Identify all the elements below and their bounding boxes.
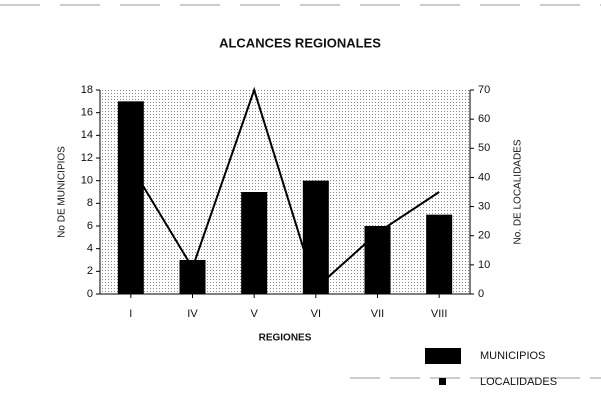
legend-swatch xyxy=(425,348,461,364)
y-tick-label: 0 xyxy=(87,288,93,300)
x-tick-label: VI xyxy=(311,308,321,320)
y2-tick-label: 40 xyxy=(478,171,490,183)
bar xyxy=(364,226,391,294)
y2-tick-label: 60 xyxy=(478,113,490,125)
bar xyxy=(302,180,329,294)
x-tick-label: VIII xyxy=(431,308,448,320)
line xyxy=(129,86,440,290)
y-tick-label: 12 xyxy=(81,152,93,164)
y2-tick-label: 30 xyxy=(478,200,490,212)
y-tick-label: 6 xyxy=(87,220,93,232)
y-tick-label: 16 xyxy=(81,107,93,119)
y-tick-label: 14 xyxy=(81,129,93,141)
x-axis-title: REGIONES xyxy=(259,333,312,344)
x-tick-label: I xyxy=(129,308,132,320)
chart-title: ALCANCES REGIONALES xyxy=(219,35,381,50)
y-tick-label: 10 xyxy=(81,175,93,187)
bar xyxy=(241,192,268,294)
bar xyxy=(426,214,453,294)
y-tick-label: 8 xyxy=(87,197,93,209)
legend-swatch xyxy=(439,378,446,385)
legend-label: MUNICIPIOS xyxy=(480,350,545,362)
bar xyxy=(117,101,144,294)
y2-tick-label: 50 xyxy=(478,142,490,154)
y2-axis-title: No. DE LOCALIDADES xyxy=(513,139,524,244)
x-tick-label: VII xyxy=(371,308,384,320)
y2-tick-label: 10 xyxy=(478,259,490,271)
y2-tick-label: 20 xyxy=(478,230,490,242)
y2-tick-label: 70 xyxy=(478,84,490,96)
x-tick-label: V xyxy=(250,308,258,320)
y-tick-label: 4 xyxy=(87,243,93,255)
y-tick-label: 2 xyxy=(87,265,93,277)
legend-label: LOCALIDADES xyxy=(480,376,557,388)
y-axis-title: No DE MUNICIPIOS xyxy=(57,146,68,238)
x-tick-label: IV xyxy=(187,308,198,320)
y2-tick-label: 0 xyxy=(478,288,484,300)
y-tick-label: 18 xyxy=(81,84,93,96)
